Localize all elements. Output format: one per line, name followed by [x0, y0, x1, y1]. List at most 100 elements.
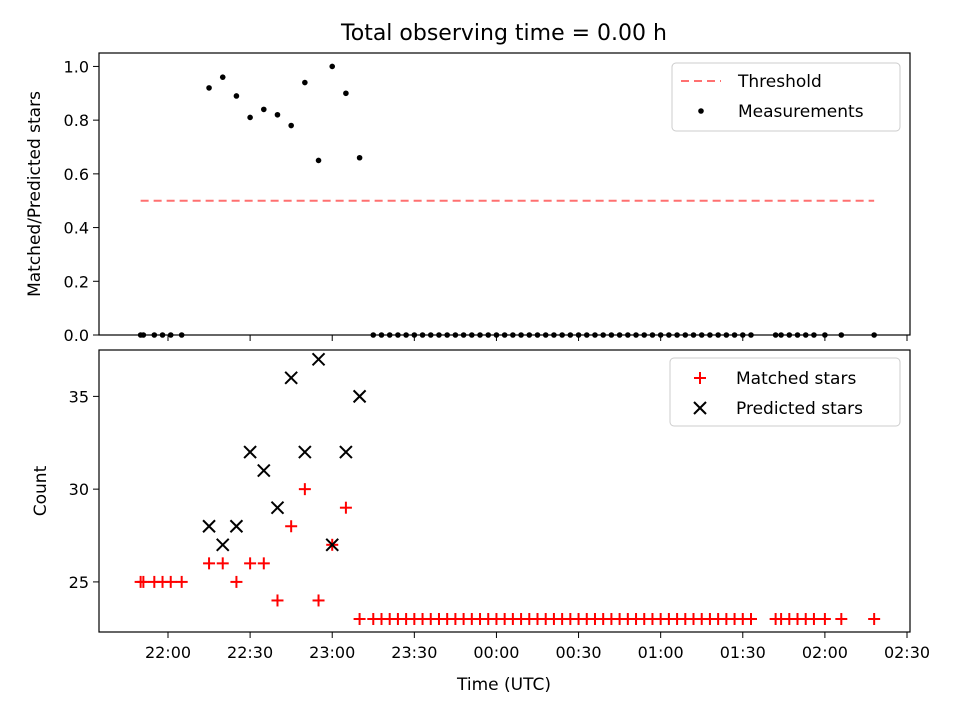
measurement-point [460, 332, 467, 338]
measurement-point [501, 332, 508, 338]
y-tick-label: 25 [69, 573, 89, 592]
measurement-point [206, 85, 212, 91]
measurement-point [559, 332, 565, 338]
x-tick-label: 22:00 [145, 643, 191, 662]
measurement-point [159, 332, 166, 338]
measurement-point [403, 332, 409, 338]
measurement-point [625, 332, 631, 338]
predicted-star-point [339, 445, 353, 459]
measurement-point [822, 332, 828, 338]
predicted-star-point [298, 445, 312, 459]
measurement-point [731, 332, 738, 338]
legend-box [669, 357, 901, 427]
measurement-point [600, 332, 606, 338]
measurement-point [698, 332, 705, 338]
x-tick-label: 01:00 [638, 643, 684, 662]
ratio-panel: 0.0 0.2 0.4 0.6 0.8 1.0 Threshold Measurements [64, 52, 911, 345]
measurement-point [247, 114, 253, 121]
measurement-point [518, 332, 524, 338]
measurement-point [288, 122, 294, 129]
measurement-point [794, 332, 801, 338]
measurement-point [715, 332, 721, 338]
predicted-star-point [325, 538, 339, 552]
legend-matched-label: Matched stars [736, 369, 856, 389]
measurement-point [551, 332, 557, 338]
count-panel: 25 30 35 22:00 22:30 23:00 23:30 00:00 00:30 01:0… [69, 349, 930, 662]
measurement-point [167, 332, 174, 338]
measurement-point [140, 332, 147, 338]
predicted-star-point [311, 352, 326, 366]
measurement-point [526, 332, 533, 338]
x-tick-label: 23:00 [309, 643, 355, 662]
predicted-star-point [284, 371, 298, 385]
measurement-point [666, 332, 672, 338]
y-tick-label: 30 [69, 480, 89, 499]
x-tick-label: 01:30 [720, 643, 766, 662]
predicted-star-point [216, 538, 230, 552]
y-tick-label: 0.2 [64, 272, 89, 291]
measurement-point [786, 332, 793, 338]
measurement-point [707, 332, 713, 338]
measurement-point [452, 332, 459, 338]
measurement-point [633, 332, 639, 338]
measurement-point [178, 332, 185, 338]
measurement-point [469, 332, 475, 338]
measurement-point [329, 63, 336, 70]
measurement-point [748, 332, 754, 338]
measurement-point [260, 106, 267, 113]
predicted-star-point [229, 519, 244, 533]
measurement-point [343, 90, 349, 97]
y-tick-label: 0.8 [64, 111, 89, 130]
measurement-point [378, 332, 385, 338]
measurement-point [690, 332, 697, 338]
y-tick-label: 0.4 [64, 219, 89, 238]
measurement-point [395, 332, 401, 338]
x-tick-label: 23:30 [391, 643, 437, 662]
measurement-point [811, 332, 817, 338]
measurement-point [436, 332, 442, 338]
measurement-point [739, 332, 746, 338]
measurement-point [871, 332, 877, 338]
measurement-point [356, 154, 363, 161]
measurement-point [641, 332, 648, 338]
measurement-point [315, 157, 322, 164]
predicted-star-point [270, 500, 285, 515]
measurement-point [772, 332, 779, 338]
legend-predicted-swatch [693, 401, 707, 415]
measurement-point [838, 332, 845, 338]
predicted-star-point [352, 389, 367, 404]
axes-frame [98, 349, 911, 633]
x-tick-label: 00:30 [556, 643, 602, 662]
measurement-point [542, 332, 549, 338]
measurement-point [723, 332, 730, 338]
measurement-point [575, 332, 582, 338]
measurement-point [567, 332, 574, 338]
measurement-point [802, 332, 809, 338]
y-tick-label: 35 [69, 387, 89, 406]
predicted-star-point [257, 463, 271, 478]
x-axis-label: Time (UTC) [456, 675, 551, 695]
measurement-point [444, 332, 450, 338]
measurement-point [274, 111, 281, 118]
measurement-point [657, 332, 664, 338]
measurement-point [649, 332, 656, 338]
x-tick-label: 02:30 [884, 643, 930, 662]
legend-box [671, 62, 901, 132]
measurement-point [674, 332, 680, 338]
y-tick-label: 0.6 [64, 165, 89, 184]
predicted-star-point [202, 519, 216, 533]
measurement-point [427, 332, 434, 338]
measurement-point [219, 74, 226, 80]
measurement-point [151, 332, 158, 338]
measurement-point [534, 332, 541, 338]
legend-measurements-label: Measurements [738, 102, 864, 122]
measurement-point [419, 332, 426, 338]
x-tick-label: 22:30 [227, 643, 273, 662]
measurement-point [616, 332, 623, 338]
measurement-point [477, 332, 483, 338]
measurement-point [592, 332, 598, 338]
measurement-point [608, 332, 615, 338]
measurement-point [386, 332, 393, 338]
legend-predicted-label: Predicted stars [736, 399, 863, 419]
